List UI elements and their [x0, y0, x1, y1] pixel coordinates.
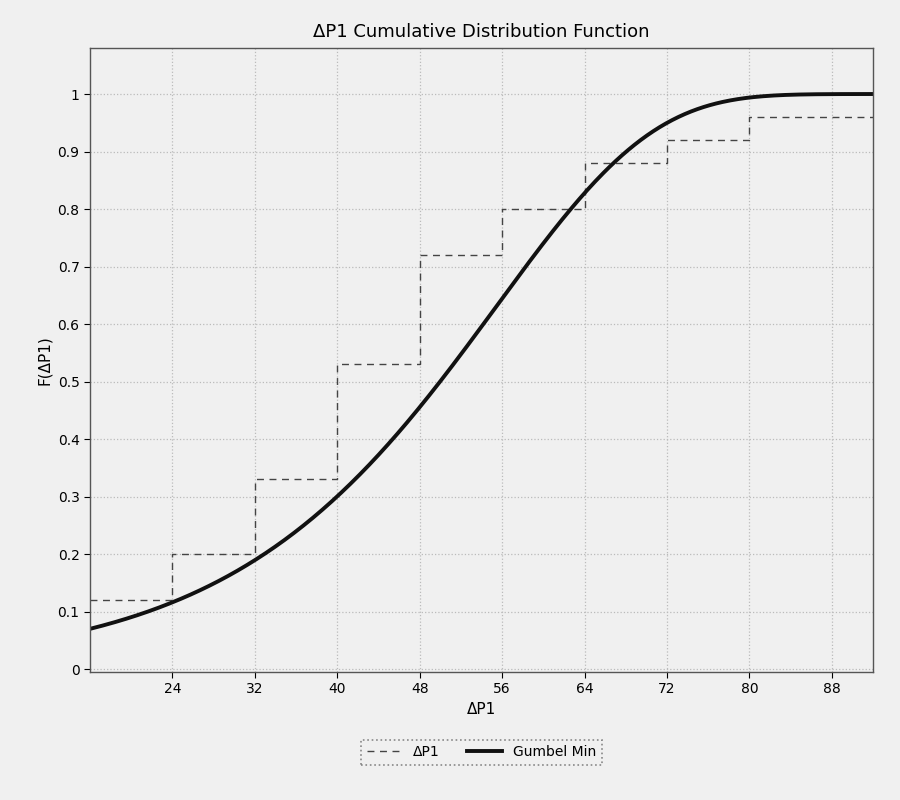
- ΔP1: [579, 204, 590, 214]
- Gumbel Min: [461, 342, 472, 351]
- ΔP1: [414, 250, 425, 260]
- Gumbel Min: [508, 278, 519, 288]
- Title: ΔP1 Cumulative Distribution Function: ΔP1 Cumulative Distribution Function: [313, 23, 650, 41]
- ΔP1: [744, 135, 755, 145]
- Gumbel Min: [456, 348, 467, 358]
- ΔP1: [414, 359, 425, 369]
- ΔP1: [167, 550, 178, 559]
- Line: ΔP1: ΔP1: [90, 117, 873, 600]
- Legend: ΔP1, Gumbel Min: ΔP1, Gumbel Min: [361, 740, 602, 765]
- X-axis label: ΔP1: ΔP1: [467, 702, 496, 717]
- Line: Gumbel Min: Gumbel Min: [90, 94, 873, 629]
- Gumbel Min: [726, 95, 737, 105]
- ΔP1: [497, 250, 508, 260]
- Gumbel Min: [849, 90, 859, 99]
- Gumbel Min: [551, 222, 562, 232]
- ΔP1: [332, 474, 343, 484]
- ΔP1: [868, 112, 878, 122]
- Gumbel Min: [85, 624, 95, 634]
- Gumbel Min: [868, 90, 878, 99]
- ΔP1: [744, 112, 755, 122]
- ΔP1: [579, 158, 590, 168]
- ΔP1: [249, 474, 260, 484]
- ΔP1: [497, 204, 508, 214]
- ΔP1: [332, 359, 343, 369]
- Y-axis label: F(ΔP1): F(ΔP1): [37, 335, 52, 385]
- ΔP1: [662, 158, 672, 168]
- ΔP1: [249, 550, 260, 559]
- ΔP1: [167, 595, 178, 605]
- ΔP1: [85, 595, 95, 605]
- ΔP1: [662, 135, 672, 145]
